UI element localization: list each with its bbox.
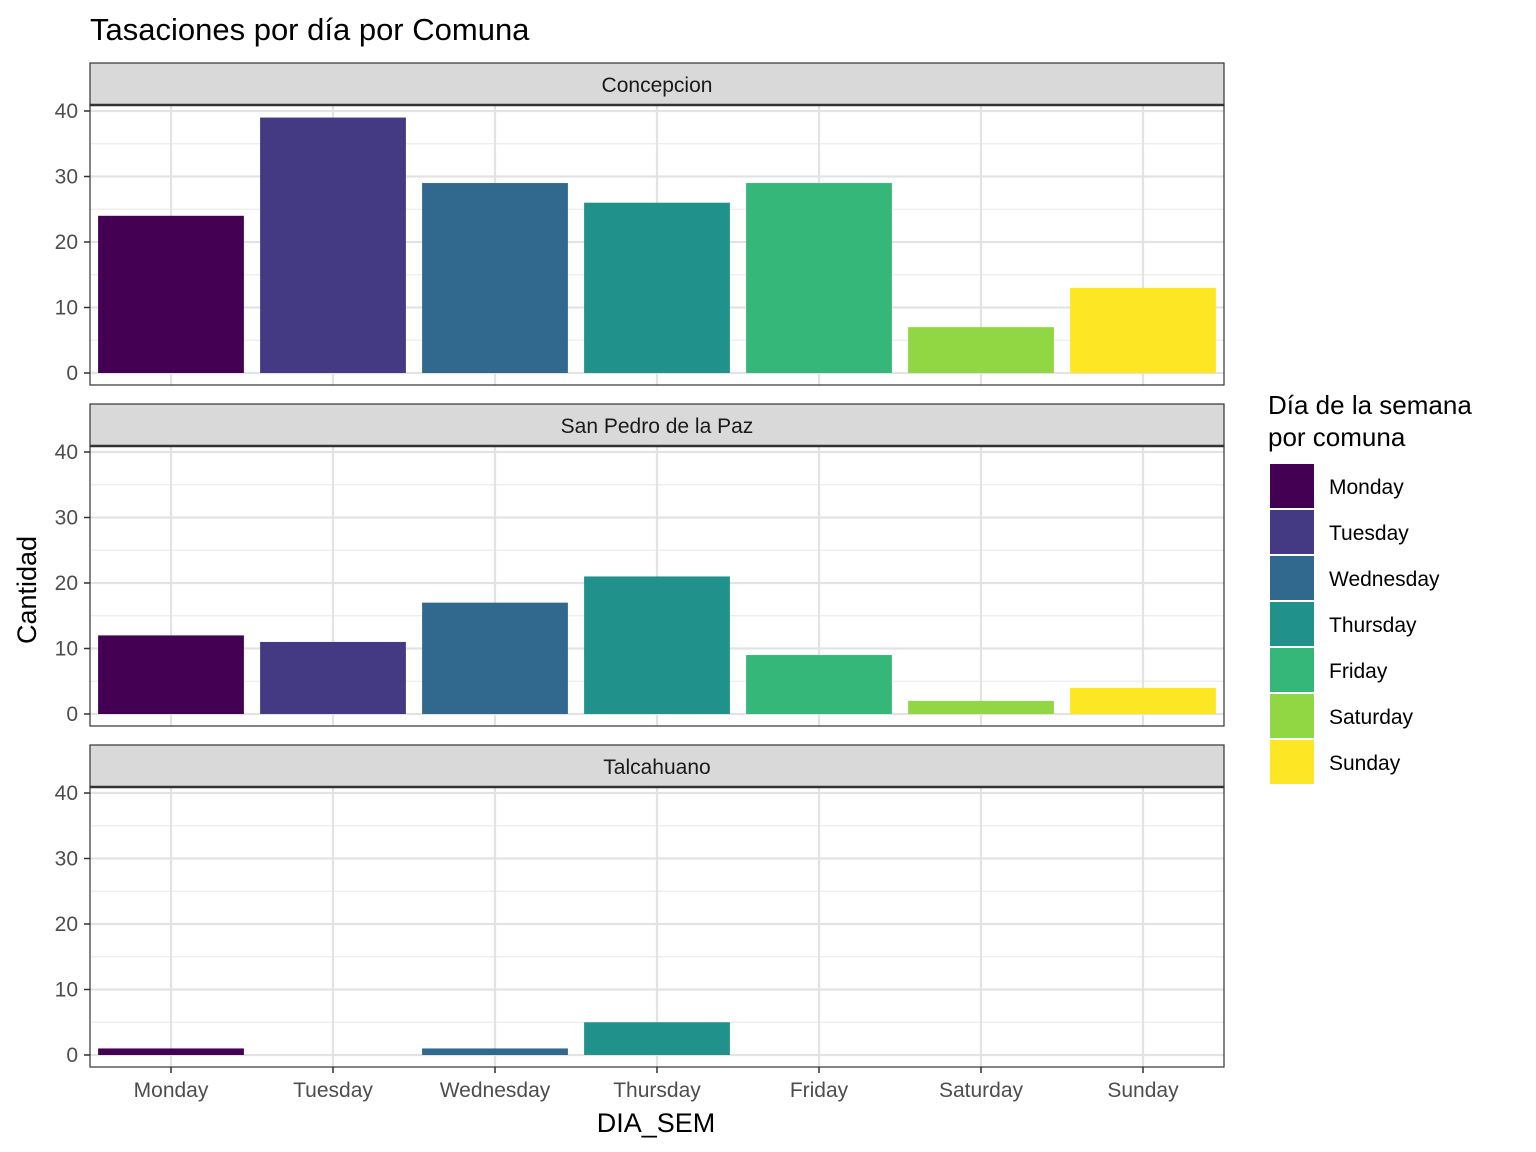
legend-label: Tuesday [1329, 522, 1409, 545]
y-tick-label: 30 [55, 848, 78, 871]
legend-label: Saturday [1329, 706, 1414, 729]
facet-strip [89, 744, 1225, 788]
legend-label: Thursday [1329, 614, 1417, 637]
bar-tuesday [260, 117, 406, 373]
facet-strip-label: Talcahuano [603, 756, 710, 779]
legend-title-line2: por comuna [1268, 422, 1406, 452]
y-tick-label: 30 [55, 166, 78, 189]
legend-key-tuesday [1270, 510, 1314, 554]
bar-wednesday [422, 1048, 568, 1055]
x-tick-label: Saturday [939, 1079, 1024, 1102]
y-tick-label: 40 [55, 782, 78, 805]
y-tick-label: 0 [66, 703, 78, 726]
y-axis-label: Cantidad [12, 536, 42, 644]
legend-key-sunday [1270, 740, 1314, 784]
facet-strip [89, 62, 1225, 106]
x-tick-label: Tuesday [293, 1079, 373, 1102]
y-tick-label: 20 [55, 231, 78, 254]
x-axis-label: DIA_SEM [597, 1108, 716, 1138]
bar-monday [98, 215, 244, 373]
legend-key-monday [1270, 464, 1314, 508]
bar-friday [746, 655, 892, 714]
legend-label: Friday [1329, 660, 1388, 683]
y-tick-label: 30 [55, 507, 78, 530]
legend-key-saturday [1270, 694, 1314, 738]
y-tick-label: 40 [55, 100, 78, 123]
legend-key-thursday [1270, 602, 1314, 646]
bar-thursday [584, 202, 730, 373]
bar-wednesday [422, 602, 568, 714]
y-tick-label: 40 [55, 441, 78, 464]
y-tick-label: 20 [55, 913, 78, 936]
bar-thursday [584, 1022, 730, 1055]
bar-thursday [584, 576, 730, 714]
bar-wednesday [422, 183, 568, 373]
facet-panel: San Pedro de la Paz 0 10 20 30 40 [55, 403, 1225, 727]
x-tick-label: Wednesday [440, 1079, 551, 1102]
legend-label: Wednesday [1329, 568, 1440, 591]
y-tick-label: 0 [66, 1044, 78, 1067]
x-tick-label: Friday [790, 1079, 849, 1102]
x-tick-label: Sunday [1107, 1079, 1179, 1102]
chart-title: Tasaciones por día por Comuna [90, 12, 530, 47]
bar-sunday [1070, 687, 1216, 714]
facet-strip-label: Concepcion [602, 74, 713, 97]
bar-sunday [1070, 287, 1216, 373]
bar-saturday [908, 327, 1054, 373]
bar-saturday [908, 700, 1054, 714]
legend: Día de la semana por comuna Monday Tuesda… [1268, 390, 1472, 784]
y-tick-label: 10 [55, 979, 78, 1002]
bar-monday [98, 635, 244, 714]
facet-strip-label: San Pedro de la Paz [561, 415, 754, 438]
y-tick-label: 10 [55, 638, 78, 661]
y-tick-label: 20 [55, 572, 78, 595]
y-tick-label: 10 [55, 297, 78, 320]
bar-monday [98, 1048, 244, 1055]
facet-strip [89, 403, 1225, 447]
facet-panel: Concepcion 0 10 20 30 40 [55, 62, 1225, 386]
legend-label: Sunday [1329, 752, 1401, 775]
facet-panel: Talcahuano 0 10 20 30 40 [55, 744, 1225, 1068]
bar-tuesday [260, 641, 406, 714]
legend-label: Monday [1329, 476, 1404, 499]
legend-key-friday [1270, 648, 1314, 692]
x-tick-label: Thursday [613, 1079, 701, 1102]
x-tick-label: Monday [134, 1079, 209, 1102]
y-tick-label: 0 [66, 362, 78, 385]
legend-title-line1: Día de la semana [1268, 390, 1472, 420]
legend-key-wednesday [1270, 556, 1314, 600]
bar-friday [746, 183, 892, 373]
